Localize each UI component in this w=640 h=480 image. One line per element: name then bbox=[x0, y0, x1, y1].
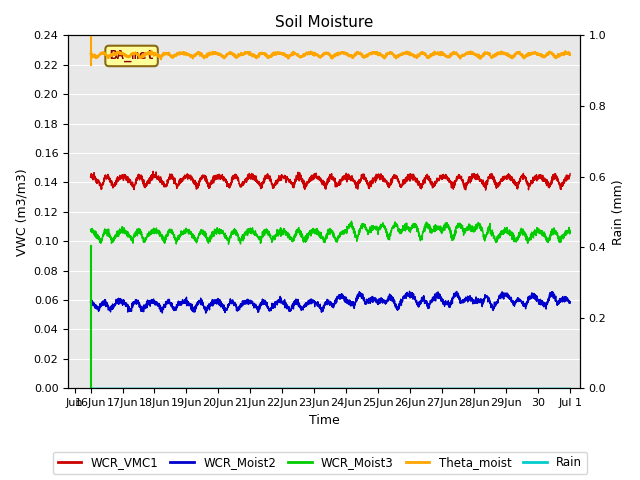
X-axis label: Time: Time bbox=[308, 414, 339, 427]
Text: BA_met: BA_met bbox=[109, 49, 154, 62]
Legend: WCR_VMC1, WCR_Moist2, WCR_Moist3, Theta_moist, Rain: WCR_VMC1, WCR_Moist2, WCR_Moist3, Theta_… bbox=[53, 452, 587, 474]
Title: Soil Moisture: Soil Moisture bbox=[275, 15, 373, 30]
Y-axis label: Rain (mm): Rain (mm) bbox=[612, 179, 625, 245]
Y-axis label: VWC (m3/m3): VWC (m3/m3) bbox=[15, 168, 28, 256]
